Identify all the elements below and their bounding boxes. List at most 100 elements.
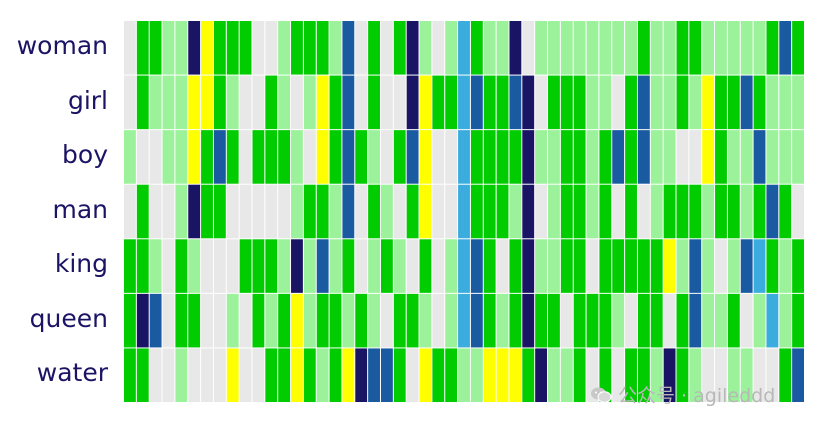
wechat-icon [591,387,612,403]
heatmap-cell-water-30 [509,348,522,402]
heatmap-cell-girl-33 [548,75,560,130]
heatmap-cell-man-14 [303,184,316,239]
heatmap-cell-woman-51 [779,21,792,75]
heatmap-cell-queen-37 [599,293,612,348]
heatmap-cell-man-12 [278,184,291,239]
heatmap-cell-man-26 [458,184,470,239]
heatmap-cell-boy-48 [740,130,753,184]
heatmap-cell-boy-33 [548,130,560,184]
heatmap-cell-girl-9 [239,75,252,130]
heatmap-cell-boy-39 [625,130,637,184]
heatmap-cell-man-18 [355,184,368,239]
heatmap-cell-man-1 [136,184,149,239]
heatmap-cell-king-25 [445,239,458,293]
heatmap-cell-king-39 [625,239,637,293]
heatmap-cell-boy-44 [689,130,702,184]
heatmap-cell-water-25 [445,348,458,402]
heatmap-cell-boy-41 [650,130,663,184]
heatmap-cell-queen-42 [663,293,676,348]
heatmap-cell-boy-38 [612,130,625,184]
heatmap-cell-boy-22 [406,130,419,184]
heatmap-cell-water-52 [792,348,804,402]
heatmap-cell-girl-13 [291,75,303,130]
heatmap-cell-king-52 [792,239,804,293]
heatmap-cell-girl-51 [779,75,792,130]
heatmap-cell-girl-52 [792,75,804,130]
heatmap-cell-water-14 [303,348,316,402]
heatmap-cell-king-3 [162,239,175,293]
heatmap-cell-water-0 [124,348,136,402]
heatmap-cell-woman-12 [278,21,291,75]
heatmap-cell-boy-7 [213,130,226,184]
heatmap-cell-water-16 [329,348,342,402]
heatmap-cell-girl-43 [676,75,689,130]
heatmap-cell-boy-5 [188,130,201,184]
heatmap-cell-king-29 [496,239,509,293]
heatmap-cell-girl-36 [586,75,599,130]
heatmap-cell-queen-34 [560,293,573,348]
heatmap-cell-king-32 [535,239,548,293]
heatmap-cell-queen-47 [727,293,740,348]
heatmap-cell-boy-52 [792,130,804,184]
heatmap-cell-water-45 [702,348,715,402]
heatmap-cell-boy-43 [676,130,689,184]
heatmap-cell-woman-38 [612,21,625,75]
heatmap-cell-water-49 [753,348,766,402]
heatmap-cell-queen-26 [458,293,470,348]
heatmap-cell-woman-33 [548,21,560,75]
heatmap-cell-boy-47 [727,130,740,184]
heatmap-cell-girl-8 [226,75,239,130]
heatmap-cell-girl-25 [445,75,458,130]
heatmap-cell-water-33 [548,348,560,402]
heatmap-cell-woman-48 [740,21,753,75]
heatmap-cell-girl-0 [124,75,136,130]
heatmap-cell-man-36 [586,184,599,239]
heatmap-cell-woman-28 [483,21,496,75]
heatmap-cell-water-8 [226,348,239,402]
heatmap-cell-girl-22 [406,75,419,130]
heatmap-cell-woman-24 [432,21,445,75]
heatmap-cell-man-22 [406,184,419,239]
heatmap-cell-woman-27 [470,21,483,75]
heatmap-cell-man-3 [162,184,175,239]
heatmap-cell-girl-4 [175,75,188,130]
heatmap-cell-boy-6 [201,130,213,184]
heatmap-cell-king-16 [329,239,342,293]
heatmap-cell-woman-52 [792,21,804,75]
heatmap-cell-man-46 [715,184,727,239]
heatmap-cell-boy-32 [535,130,548,184]
heatmap-cell-woman-0 [124,21,136,75]
heatmap-cell-boy-20 [380,130,393,184]
heatmap-cell-water-21 [393,348,406,402]
heatmap-cell-man-8 [226,184,239,239]
heatmap-cell-boy-17 [342,130,355,184]
heatmap-cell-man-50 [766,184,779,239]
heatmap-cell-water-46 [715,348,727,402]
heatmap-cell-girl-31 [522,75,535,130]
heatmap-cell-queen-32 [535,293,548,348]
heatmap-cell-woman-43 [676,21,689,75]
heatmap-cell-girl-46 [715,75,727,130]
heatmap-cell-queen-52 [792,293,804,348]
heatmap-cell-king-31 [522,239,535,293]
heatmap-cell-woman-20 [380,21,393,75]
heatmap-cell-woman-29 [496,21,509,75]
heatmap-cell-woman-11 [265,21,278,75]
heatmap-cell-queen-49 [753,293,766,348]
heatmap-cell-king-34 [560,239,573,293]
heatmap-cell-boy-18 [355,130,368,184]
heatmap-cell-boy-14 [303,130,316,184]
heatmap-cell-man-42 [663,184,676,239]
heatmap-cell-queen-12 [278,293,291,348]
heatmap-cell-water-9 [239,348,252,402]
heatmap-cell-water-38 [612,348,625,402]
heatmap-cell-king-1 [136,239,149,293]
heatmap-cell-water-29 [496,348,509,402]
heatmap-cell-woman-39 [625,21,637,75]
heatmap-cell-water-6 [201,348,213,402]
heatmap-cell-water-36 [586,348,599,402]
heatmap-cell-water-31 [522,348,535,402]
heatmap-cell-queen-23 [419,293,432,348]
heatmap-cell-girl-39 [625,75,637,130]
heatmap-cell-queen-36 [586,293,599,348]
